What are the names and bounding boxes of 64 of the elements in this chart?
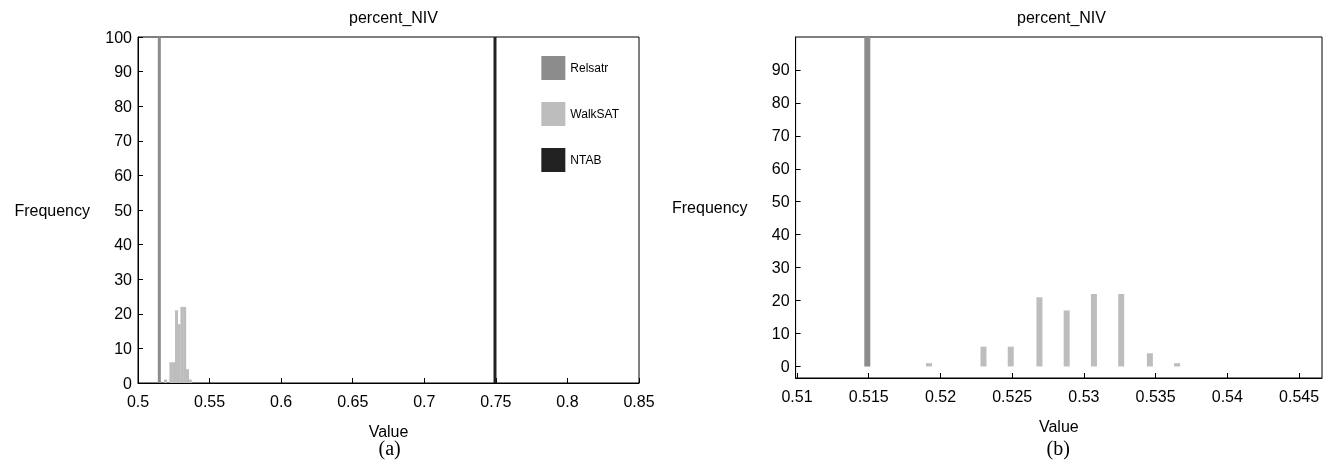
text: (a) <box>378 437 401 460</box>
bar <box>1036 297 1043 367</box>
y-axis-title: Frequency <box>672 199 748 216</box>
x-tick-label: 0.8 <box>556 392 579 410</box>
y-tick-label: 30 <box>114 270 133 288</box>
x-tick-label: 0.75 <box>480 392 512 410</box>
y-tick-label: 0 <box>780 357 790 375</box>
y-tick-label: 80 <box>114 97 133 115</box>
bar <box>1090 293 1097 367</box>
bar <box>864 37 871 367</box>
x-tick-label: 0.7 <box>413 392 436 410</box>
bar <box>1118 293 1125 367</box>
text: (b) <box>1046 437 1070 460</box>
bar <box>1063 310 1070 367</box>
bar <box>980 346 987 367</box>
x-tick-label: 0.52 <box>924 387 957 405</box>
y-tick-label: 90 <box>771 61 790 79</box>
y-tick-label: 100 <box>105 28 133 46</box>
y-tick-label: 40 <box>114 236 133 254</box>
bar <box>493 37 497 383</box>
bar <box>1146 353 1153 367</box>
bar <box>1007 346 1014 367</box>
y-tick-label: 0 <box>123 374 133 392</box>
legend-label: WalkSAT <box>570 107 620 121</box>
x-tick-label: 0.65 <box>337 392 369 410</box>
y-tick-label: 10 <box>114 339 133 357</box>
y-tick-label: 70 <box>114 132 133 150</box>
legend-label: Relsatr <box>570 61 609 75</box>
y-tick-label: 40 <box>771 226 790 244</box>
x-tick-label: 0.525 <box>992 387 1033 405</box>
x-tick-label: 0.5 <box>126 392 150 410</box>
x-tick-label: 0.55 <box>194 392 226 410</box>
x-tick-label: 0.6 <box>270 392 293 410</box>
x-tick-label: 0.515 <box>848 387 889 405</box>
y-tick-label: 60 <box>771 160 790 178</box>
x-tick-label: 0.545 <box>1279 387 1320 405</box>
y-tick-label: 20 <box>114 305 133 323</box>
y-tick-label: 30 <box>771 259 790 277</box>
bar <box>169 362 173 383</box>
bar <box>175 310 179 383</box>
chart-title: percent_NIV <box>349 8 439 27</box>
x-tick-label: 0.53 <box>1068 387 1100 405</box>
x-axis-title: Value <box>1038 417 1079 435</box>
bar <box>183 306 187 383</box>
y-tick-label: 70 <box>771 127 790 145</box>
x-tick-label: 0.54 <box>1211 387 1243 405</box>
y-tick-label: 50 <box>114 201 133 219</box>
chart-title: percent_NIV <box>1017 8 1107 27</box>
bar <box>163 379 167 383</box>
bar <box>157 37 161 383</box>
y-tick-label: 80 <box>771 94 790 112</box>
legend-label: NTAB <box>570 153 602 167</box>
x-tick-label: 0.535 <box>1135 387 1176 405</box>
y-axis-title: Frequency <box>14 201 90 219</box>
y-tick-label: 90 <box>114 63 133 81</box>
x-tick-label: 0.85 <box>623 392 655 410</box>
bar <box>925 363 932 367</box>
y-tick-label: 20 <box>771 292 790 310</box>
y-tick-label: 50 <box>771 193 790 211</box>
x-tick-label: 0.51 <box>781 387 813 405</box>
y-tick-label: 10 <box>771 325 790 343</box>
y-tick-label: 60 <box>114 166 133 184</box>
bar <box>1174 363 1181 367</box>
x-axis-title: Value <box>368 422 409 440</box>
